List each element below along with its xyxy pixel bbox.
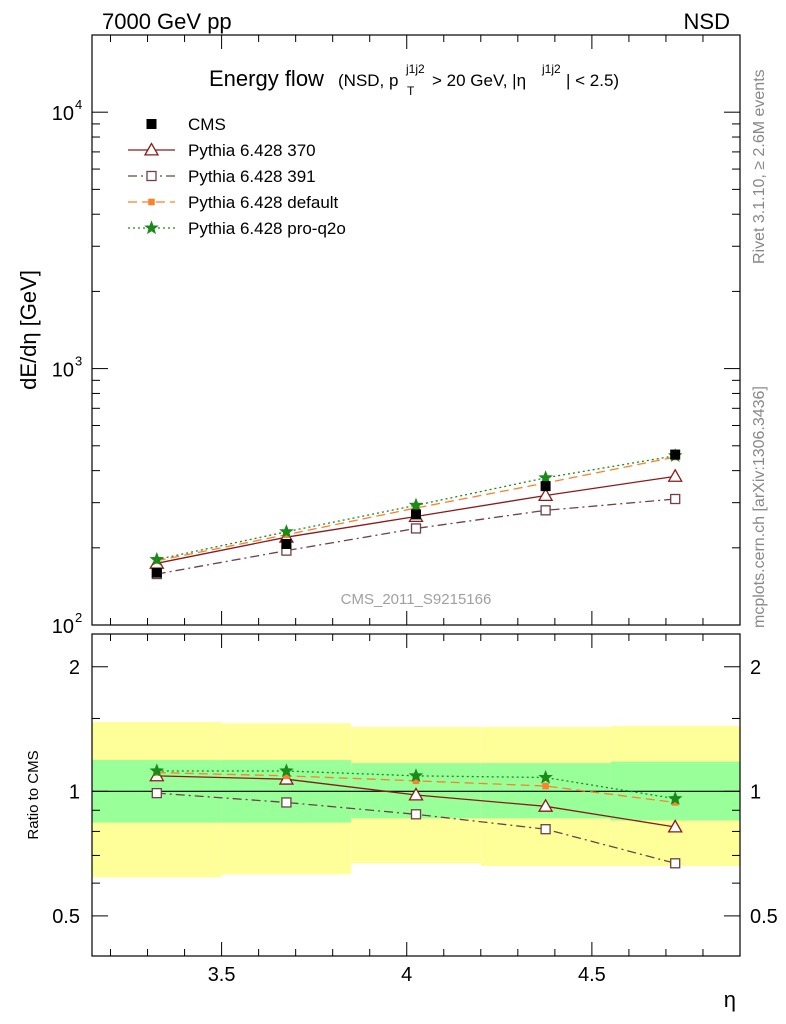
data-point bbox=[410, 523, 422, 534]
ratio-axis-label: Ratio to CMS bbox=[25, 750, 42, 839]
data-point bbox=[540, 481, 551, 492]
legend-label: Pythia 6.428 370 bbox=[188, 141, 316, 160]
legend-label: Pythia 6.428 391 bbox=[188, 167, 316, 186]
y-axis-label: dE/dη [GeV] bbox=[16, 270, 41, 390]
legend-marker bbox=[146, 170, 157, 182]
main-plot-frame bbox=[91, 34, 741, 626]
data-point bbox=[670, 449, 681, 460]
ratio-point bbox=[149, 763, 165, 778]
chart-title-sup2: j1j2 bbox=[541, 62, 561, 76]
series-line-4 bbox=[156, 455, 676, 561]
x-tick-label: 3.5 bbox=[208, 964, 236, 986]
legend-label: CMS bbox=[188, 115, 226, 134]
ratio-point bbox=[542, 782, 549, 790]
series-line-3 bbox=[156, 456, 676, 562]
data-point bbox=[538, 470, 553, 484]
chart-title-sub1: T bbox=[407, 84, 415, 98]
ratio-point bbox=[410, 809, 422, 820]
ratio-point bbox=[283, 772, 290, 780]
data-point bbox=[408, 497, 424, 512]
y-tick-exponent: 2 bbox=[75, 610, 82, 625]
analysis-watermark: CMS_2011_S9215166 bbox=[341, 591, 492, 608]
ratio-point bbox=[537, 798, 554, 812]
data-point bbox=[281, 538, 292, 549]
ratio-tick-label-left: 0.5 bbox=[52, 906, 80, 928]
data-point bbox=[670, 493, 681, 505]
y-tick-exponent: 4 bbox=[75, 97, 82, 112]
series-line-2 bbox=[156, 498, 676, 575]
ratio-point bbox=[151, 787, 162, 799]
ratio-plot-frame bbox=[91, 633, 741, 957]
mcplots-label: mcplots.cern.ch [arXiv:1306.3436] bbox=[751, 386, 768, 628]
ratio-point bbox=[408, 768, 424, 782]
data-point bbox=[540, 505, 551, 516]
legend-marker bbox=[146, 119, 157, 129]
legend-marker bbox=[144, 220, 159, 235]
ratio-tick-label-left: 1 bbox=[69, 781, 80, 803]
header-right: NSD bbox=[684, 9, 730, 34]
ratio-line-4 bbox=[156, 770, 676, 800]
legend-marker bbox=[148, 198, 155, 206]
y-tick-label: 10 bbox=[52, 360, 74, 382]
data-point bbox=[667, 468, 683, 482]
rivet-version-label: Rivet 3.1.10, ≥ 2.6M events bbox=[751, 69, 768, 264]
x-axis-label: η bbox=[724, 987, 736, 1012]
legend-label: Pythia 6.428 pro-q2o bbox=[188, 219, 346, 238]
ratio-point bbox=[538, 769, 553, 784]
chart-title-prefix: (NSD, p bbox=[338, 71, 398, 90]
chart-title-middle: > 20 GeV, |η bbox=[432, 71, 526, 90]
x-tick-label: 4.5 bbox=[578, 964, 606, 986]
ratio-point bbox=[281, 797, 292, 808]
data-point bbox=[149, 551, 165, 566]
y-tick-label: 10 bbox=[52, 103, 74, 125]
ratio-point bbox=[670, 858, 681, 869]
ratio-point bbox=[412, 777, 420, 785]
ratio-tick-label-right: 1 bbox=[750, 781, 761, 803]
ratio-point bbox=[408, 787, 424, 801]
chart-title-suffix: | < 2.5) bbox=[566, 71, 619, 90]
ratio-point bbox=[667, 791, 683, 805]
ratio-point bbox=[279, 763, 294, 778]
chart-title: Energy flow (NSD, p j1j2 T > 20 GeV, |η … bbox=[209, 62, 619, 98]
y-tick-exponent: 3 bbox=[75, 354, 82, 369]
chart-title-sup1: j1j2 bbox=[405, 62, 425, 76]
data-point bbox=[279, 524, 294, 538]
ratio-tick-label-left: 2 bbox=[69, 657, 80, 679]
chart-title-main: Energy flow bbox=[209, 66, 324, 91]
ratio-point bbox=[667, 819, 683, 833]
legend-marker bbox=[143, 142, 160, 156]
data-point bbox=[151, 567, 162, 578]
data-point bbox=[411, 509, 421, 520]
data-markers bbox=[149, 448, 683, 869]
ratio-point bbox=[540, 824, 551, 835]
y-tick-label: 10 bbox=[52, 616, 74, 638]
ratio-tick-label-right: 2 bbox=[750, 657, 761, 679]
data-point bbox=[537, 487, 554, 502]
ratio-point bbox=[671, 799, 679, 806]
ratio-tick-label-right: 0.5 bbox=[750, 906, 778, 928]
header-left: 7000 GeV pp bbox=[102, 9, 232, 34]
legend: CMS Pythia 6.428 370 Pythia 6.428 391 Pythi… bbox=[128, 115, 346, 238]
legend-label: Pythia 6.428 default bbox=[188, 193, 339, 212]
x-tick-label: 4 bbox=[401, 964, 412, 986]
